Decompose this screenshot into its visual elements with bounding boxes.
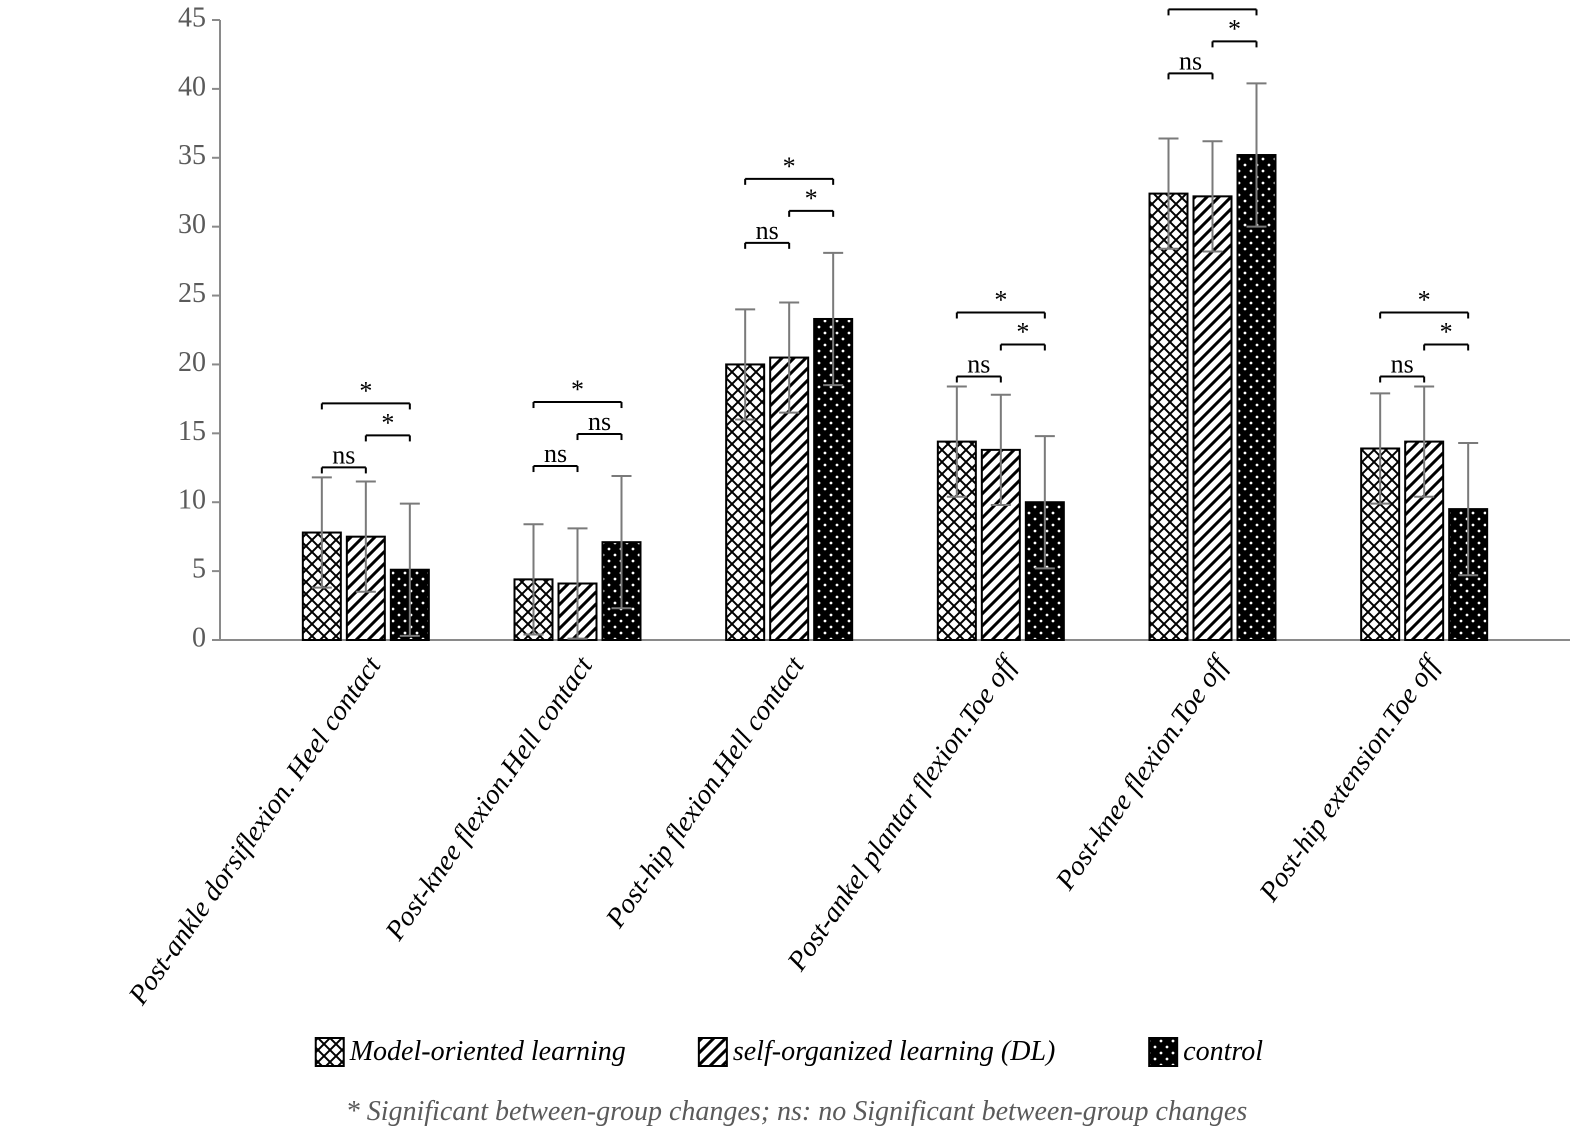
x-category-label: Post-ankle dorsiflexion. Heel contact [122,650,388,1011]
sig-label: * [1228,14,1241,43]
sig-label: ns [1179,46,1202,75]
sig-label: ns [332,440,355,469]
sig-label: * [1440,317,1453,346]
bar-self [1194,196,1232,640]
bar-control [1238,155,1276,640]
legend-swatch-self [699,1038,727,1066]
sig-label: * [1016,317,1029,346]
x-category-label: Post-hip flexion.Hell contact [600,650,812,934]
y-tick-label: 0 [192,622,206,653]
sig-label: * [1418,285,1431,314]
grouped-bar-chart: 051015202530354045ns**nsns*ns**ns**ns**n… [0,0,1593,1146]
sig-label: * [994,285,1007,314]
footnote: * Significant between-group changes; ns:… [346,1096,1248,1127]
y-tick-label: 40 [178,71,206,102]
legend-label: self-organized learning (DL) [733,1036,1056,1067]
sig-label: ns [1391,349,1414,378]
x-category-label: Post-knee flexion.Toe off [1049,649,1235,897]
sig-label: ns [544,439,567,468]
legend-label: Model-oriented learning [349,1036,626,1067]
y-tick-label: 5 [192,554,206,585]
x-category-label: Post-ankel plantar flexion.Toe off [781,649,1024,978]
sig-label: * [571,375,584,404]
legend-label: control [1183,1036,1263,1067]
legend-swatch-control [1149,1038,1177,1066]
sig-label: ns [967,349,990,378]
y-tick-label: 15 [178,416,206,447]
sig-label: * [1206,0,1219,11]
x-category-label: Post-knee flexion.Hell contact [379,650,600,947]
legend-swatch-model [316,1038,344,1066]
sig-label: * [805,184,818,213]
x-category-label: Post-hip extension.Toe off [1253,649,1448,908]
y-tick-label: 30 [178,209,206,240]
sig-label: * [783,152,796,181]
y-tick-label: 10 [178,485,206,516]
sig-label: ns [756,216,779,245]
sig-label: * [359,376,372,405]
sig-label: ns [588,407,611,436]
y-tick-label: 25 [178,278,206,309]
y-tick-label: 45 [178,2,206,33]
y-tick-label: 20 [178,347,206,378]
sig-label: * [381,408,394,437]
y-tick-label: 35 [178,140,206,171]
bar-model [1150,194,1188,640]
